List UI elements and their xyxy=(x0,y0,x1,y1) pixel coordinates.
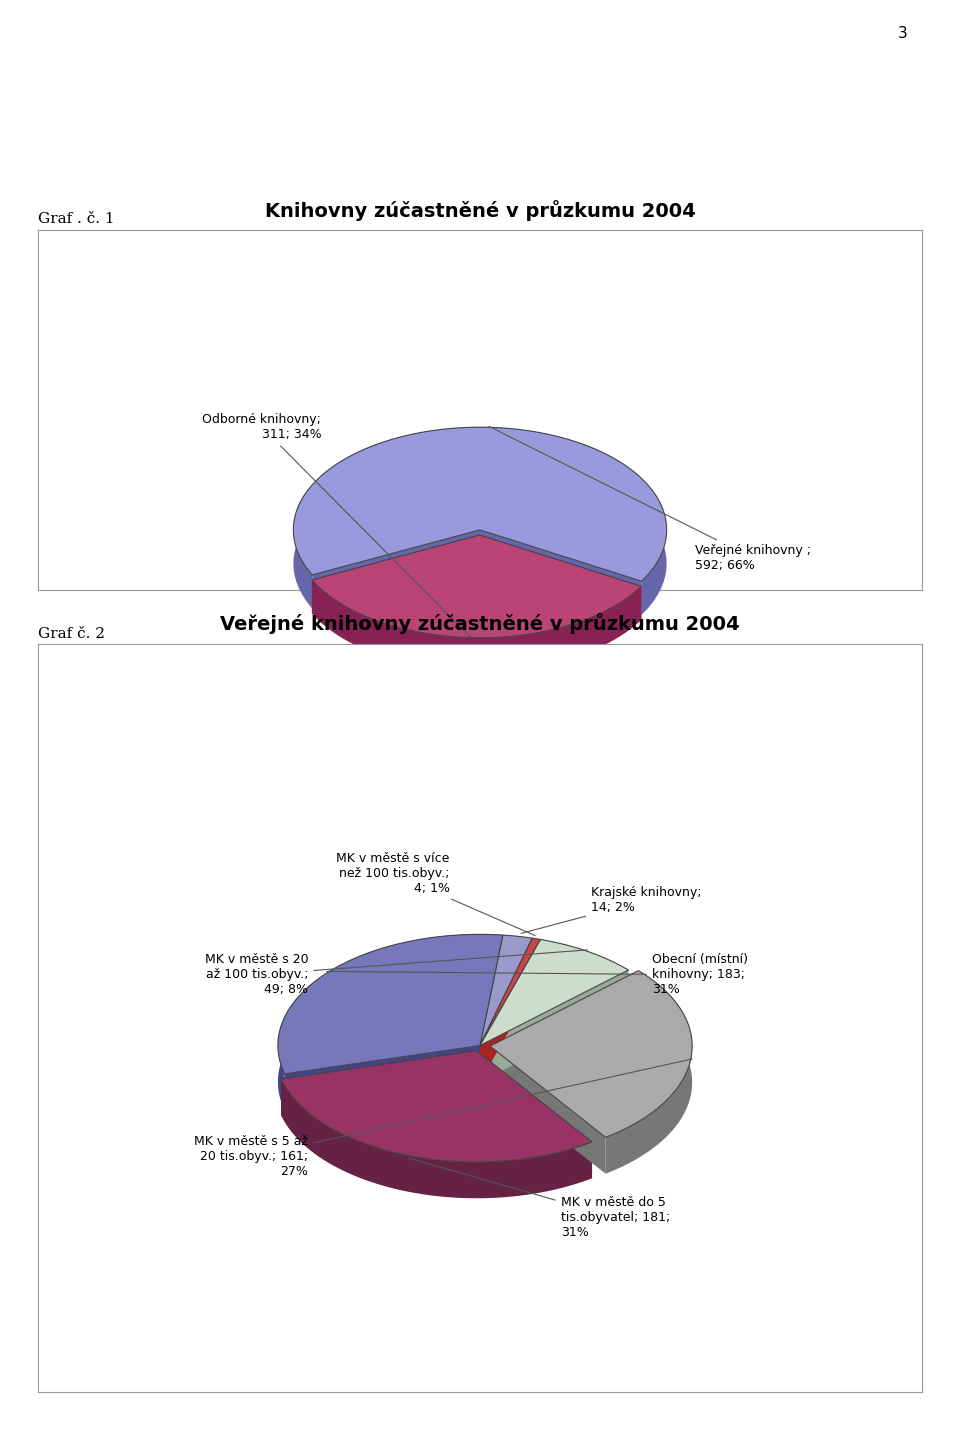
Text: MK v městě s 5 až
20 tis.obyv.; 161;
27%: MK v městě s 5 až 20 tis.obyv.; 161; 27% xyxy=(194,1058,692,1178)
Text: Krajské knihovny;
14; 2%: Krajské knihovny; 14; 2% xyxy=(521,886,702,933)
Polygon shape xyxy=(294,428,666,582)
Polygon shape xyxy=(480,939,540,1081)
Polygon shape xyxy=(281,1051,592,1162)
Polygon shape xyxy=(277,935,503,1110)
Polygon shape xyxy=(503,935,532,975)
Text: Obecní (místní)
knihovny; 183;
31%: Obecní (místní) knihovny; 183; 31% xyxy=(326,953,748,996)
Title: Veřejné knihovny zúčastněné v průzkumu 2004: Veřejné knihovny zúčastněné v průzkumu 2… xyxy=(220,613,740,634)
Polygon shape xyxy=(480,937,532,1081)
Polygon shape xyxy=(480,536,641,621)
Text: Graf . č. 1: Graf . č. 1 xyxy=(38,212,115,226)
Polygon shape xyxy=(490,971,692,1138)
Text: Veřejné knihovny ;
592; 66%: Veřejné knihovny ; 592; 66% xyxy=(489,426,810,572)
Polygon shape xyxy=(480,530,641,615)
Polygon shape xyxy=(490,971,638,1083)
Polygon shape xyxy=(312,536,480,613)
Polygon shape xyxy=(606,971,692,1174)
Polygon shape xyxy=(312,530,480,609)
Text: Graf č. 2: Graf č. 2 xyxy=(38,626,106,641)
Polygon shape xyxy=(490,1045,606,1174)
Polygon shape xyxy=(312,580,641,671)
Polygon shape xyxy=(480,937,540,1045)
Polygon shape xyxy=(312,536,641,638)
Polygon shape xyxy=(532,937,540,976)
Polygon shape xyxy=(540,939,629,1007)
Polygon shape xyxy=(281,1051,476,1116)
Polygon shape xyxy=(277,935,503,1074)
Text: MK v městě do 5
tis.obyvatel; 181;
31%: MK v městě do 5 tis.obyvatel; 181; 31% xyxy=(408,1158,670,1238)
Polygon shape xyxy=(480,935,503,1081)
Polygon shape xyxy=(284,1045,480,1110)
Polygon shape xyxy=(476,1051,592,1178)
Polygon shape xyxy=(480,971,629,1081)
Polygon shape xyxy=(281,1079,592,1198)
Polygon shape xyxy=(480,935,532,1045)
Polygon shape xyxy=(294,428,666,615)
Text: 3: 3 xyxy=(898,26,907,40)
Title: Knihovny zúčastněné v průzkumu 2004: Knihovny zúčastněné v průzkumu 2004 xyxy=(265,200,695,220)
Polygon shape xyxy=(480,935,503,1081)
Text: MK v městě s více
než 100 tis.obyv.;
4; 1%: MK v městě s více než 100 tis.obyv.; 4; … xyxy=(336,852,535,936)
Polygon shape xyxy=(480,937,532,1081)
Text: MK v městě s 20
až 100 tis.obyv.;
49; 8%: MK v městě s 20 až 100 tis.obyv.; 49; 8% xyxy=(204,950,588,996)
Polygon shape xyxy=(480,939,540,1081)
Polygon shape xyxy=(480,939,629,1045)
Text: Odborné knihovny;
311; 34%: Odborné knihovny; 311; 34% xyxy=(203,413,471,638)
